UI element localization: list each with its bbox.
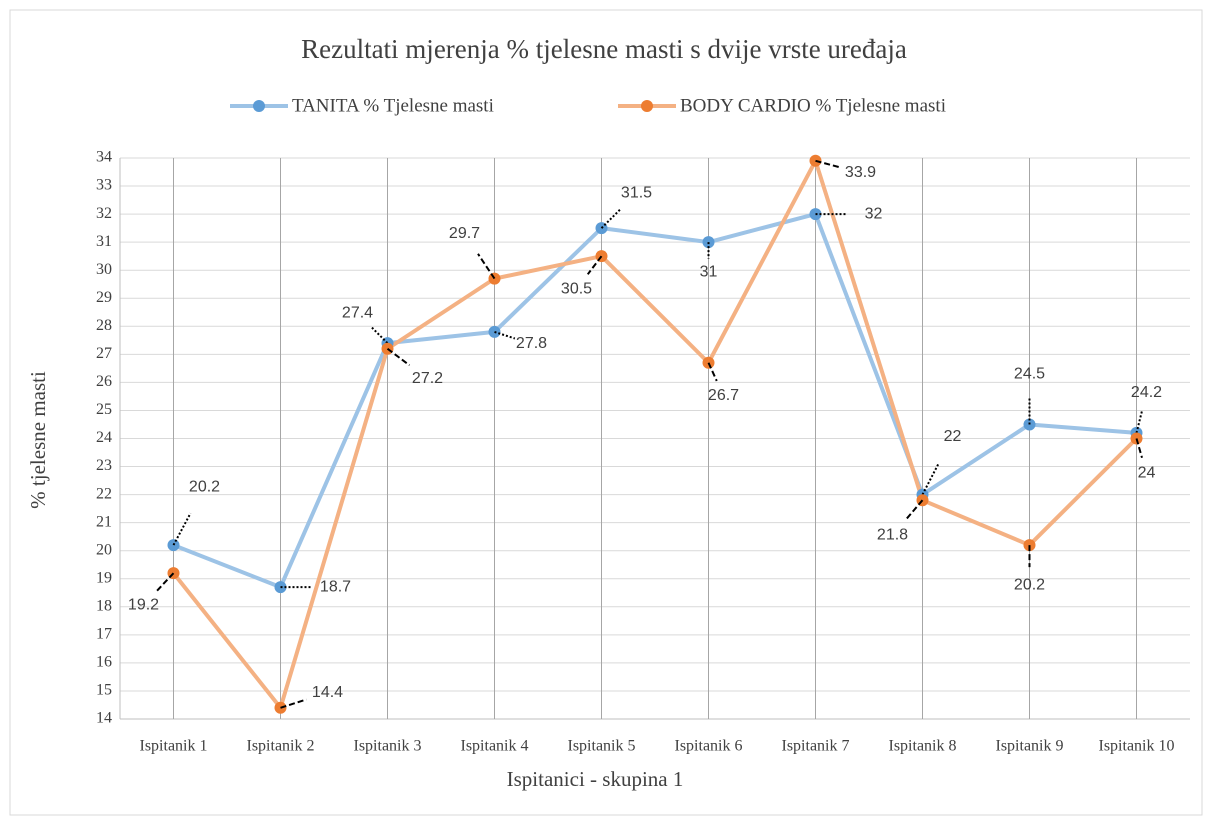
y-tick-label: 31 bbox=[96, 233, 112, 250]
leader-line bbox=[1135, 438, 1143, 459]
y-tick-label: 22 bbox=[96, 485, 112, 502]
leader-line bbox=[156, 572, 175, 592]
y-tick-label: 34 bbox=[96, 149, 112, 166]
x-tick-label: Ispitanik 5 bbox=[568, 738, 636, 755]
leader-line bbox=[815, 159, 841, 169]
data-label: 33.9 bbox=[845, 164, 876, 181]
leader-line bbox=[494, 330, 516, 340]
leader-line bbox=[600, 208, 622, 229]
leader-line bbox=[386, 347, 411, 367]
x-axis-label: Ispitanici - skupina 1 bbox=[507, 767, 684, 791]
x-tick-label: Ispitanik 10 bbox=[1099, 738, 1175, 755]
y-tick-label: 20 bbox=[96, 541, 112, 558]
leader-line bbox=[280, 698, 307, 709]
data-label: 30.5 bbox=[561, 280, 592, 297]
y-tick-label: 16 bbox=[96, 654, 112, 671]
y-tick-label: 18 bbox=[96, 597, 112, 614]
y-tick-label: 25 bbox=[96, 401, 112, 418]
y-tick-label: 24 bbox=[96, 429, 112, 446]
data-label: 32 bbox=[865, 205, 883, 222]
data-label: 24.2 bbox=[1131, 384, 1162, 401]
y-axis-label: % tjelesne masti bbox=[26, 371, 50, 509]
y-tick-label: 30 bbox=[96, 261, 112, 278]
data-label: 29.7 bbox=[449, 225, 480, 242]
data-label: 20.2 bbox=[1014, 576, 1045, 593]
leader-line bbox=[905, 499, 924, 521]
data-label: 24 bbox=[1138, 465, 1156, 482]
x-tick-label: Ispitanik 8 bbox=[889, 738, 957, 755]
x-tick-label: Ispitanik 1 bbox=[140, 738, 208, 755]
y-tick-label: 27 bbox=[96, 345, 112, 362]
legend-marker bbox=[641, 100, 653, 112]
y-tick-label: 28 bbox=[96, 317, 112, 334]
data-label: 20.2 bbox=[189, 478, 220, 495]
x-tick-label: Ispitanik 9 bbox=[996, 738, 1064, 755]
data-label: 31 bbox=[700, 263, 718, 280]
chart-title: Rezultati mjerenja % tjelesne masti s dv… bbox=[301, 34, 907, 64]
x-tick-label: Ispitanik 4 bbox=[461, 738, 529, 755]
data-label: 31.5 bbox=[621, 184, 652, 201]
leader-line bbox=[477, 253, 496, 280]
x-tick-label: Ispitanik 7 bbox=[782, 738, 850, 755]
leader-line bbox=[707, 362, 718, 382]
x-tick-label: Ispitanik 2 bbox=[247, 738, 315, 755]
y-tick-label: 26 bbox=[96, 373, 112, 390]
y-tick-label: 23 bbox=[96, 457, 112, 474]
y-tick-label: 32 bbox=[96, 205, 112, 222]
leader-line bbox=[586, 255, 603, 275]
y-tick-label: 14 bbox=[96, 710, 112, 727]
legend-label: TANITA % Tjelesne masti bbox=[292, 95, 494, 116]
data-label: 21.8 bbox=[877, 526, 908, 543]
data-label: 22 bbox=[944, 428, 962, 445]
data-label: 14.4 bbox=[312, 684, 343, 701]
legend-marker bbox=[253, 100, 265, 112]
chart-frame bbox=[9, 9, 1203, 816]
y-tick-label: 17 bbox=[96, 626, 112, 643]
data-label: 24.5 bbox=[1014, 366, 1045, 383]
data-label: 18.7 bbox=[320, 578, 351, 595]
data-label: 26.7 bbox=[708, 387, 739, 404]
legend-label: BODY CARDIO % Tjelesne masti bbox=[680, 95, 946, 116]
series-line bbox=[171, 158, 1138, 710]
y-tick-label: 15 bbox=[96, 682, 112, 699]
y-tick-label: 21 bbox=[96, 513, 112, 530]
leader-line bbox=[921, 462, 940, 496]
x-tick-label: Ispitanik 3 bbox=[354, 738, 422, 755]
series-line bbox=[172, 212, 1137, 590]
y-tick-label: 29 bbox=[96, 289, 112, 306]
data-label: 27.4 bbox=[342, 304, 373, 321]
data-label: 19.2 bbox=[128, 596, 159, 613]
x-tick-label: Ispitanik 6 bbox=[675, 738, 743, 755]
data-label: 27.2 bbox=[412, 370, 443, 387]
data-label: 27.8 bbox=[516, 335, 547, 352]
y-tick-label: 33 bbox=[96, 177, 112, 194]
y-tick-label: 19 bbox=[96, 569, 112, 586]
